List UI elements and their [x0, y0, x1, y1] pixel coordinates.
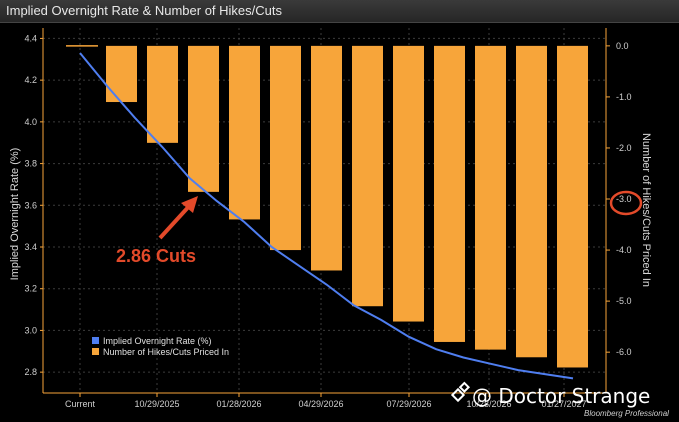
source-text: Bloomberg Professional	[584, 409, 669, 418]
rate-line	[79, 52, 574, 380]
axes	[42, 28, 607, 394]
x-tick-label: 10/29/2025	[134, 399, 179, 409]
x-axis-ticks: Current 10/29/2025 01/28/2026 04/29/2026 07/…	[65, 393, 587, 409]
right-tick-label: 0.0	[616, 41, 629, 51]
annotation-arrow	[158, 196, 198, 240]
highlight-circle	[609, 190, 643, 216]
right-axis-ticks: 0.0 -1.0 -2.0 -3.0 -4.0 -5.0 -6.0	[606, 41, 632, 357]
left-axis-title: Implied Overnight Rate (%)	[9, 148, 21, 281]
right-tick-label: -5.0	[616, 296, 632, 306]
x-tick-label: 04/29/2026	[298, 399, 343, 409]
legend-swatch-bars	[92, 348, 99, 355]
x-tick-label: 01/27/2027	[541, 399, 586, 409]
left-tick-label: 4.0	[24, 117, 37, 127]
legend-label-bars: Number of Hikes/Cuts Priced In	[103, 347, 229, 357]
bar	[475, 45, 506, 350]
left-tick-label: 4.2	[24, 75, 37, 85]
bar	[106, 45, 137, 103]
right-tick-label: -4.0	[616, 245, 632, 255]
legend-swatch-rate	[92, 337, 99, 344]
bar	[270, 45, 301, 251]
watermark: @ Doctor Strange Bloomberg Professional	[450, 381, 669, 418]
left-tick-label: 3.4	[24, 242, 37, 252]
x-tick-label: 10/28/2026	[466, 399, 511, 409]
right-tick-label: -1.0	[616, 92, 632, 102]
bar-series	[66, 45, 588, 368]
left-axis-ticks: 2.8 3.0 3.2 3.4 3.6 3.8 4.0 4.2 4.4	[24, 33, 43, 377]
bar	[147, 45, 178, 143]
left-tick-label: 3.0	[24, 325, 37, 335]
bar	[516, 45, 547, 358]
bar	[352, 45, 383, 307]
bar	[557, 45, 588, 368]
left-tick-label: 2.8	[24, 367, 37, 377]
x-tick-label: 01/28/2026	[216, 399, 261, 409]
line-series	[79, 52, 574, 380]
legend-label-rate: Implied Overnight Rate (%)	[103, 336, 212, 346]
left-tick-label: 4.4	[24, 33, 37, 43]
bar	[188, 45, 219, 192]
watermark-text: @ Doctor Strange	[472, 384, 650, 408]
left-tick-label: 3.8	[24, 159, 37, 169]
right-axis-title: Number of Hikes/Cuts Priced In	[640, 133, 652, 287]
annotation-text: 2.86 Cuts	[116, 246, 196, 266]
left-tick-label: 3.2	[24, 284, 37, 294]
left-tick-label: 3.6	[24, 200, 37, 210]
right-tick-label: -2.0	[616, 143, 632, 153]
chart-title-bar: Implied Overnight Rate & Number of Hikes…	[0, 0, 679, 23]
x-tick-label: Current	[65, 399, 96, 409]
right-tick-label: -6.0	[616, 347, 632, 357]
right-tick-label: -3.0	[616, 194, 632, 204]
x-tick-label: 07/29/2026	[386, 399, 431, 409]
bar	[393, 45, 424, 322]
bar	[434, 45, 465, 342]
bar	[311, 45, 342, 271]
diamond-logo-icon	[450, 381, 471, 403]
legend: Implied Overnight Rate (%) Number of Hik…	[92, 336, 229, 357]
bar	[229, 45, 260, 220]
chart-title: Implied Overnight Rate & Number of Hikes…	[6, 3, 282, 18]
